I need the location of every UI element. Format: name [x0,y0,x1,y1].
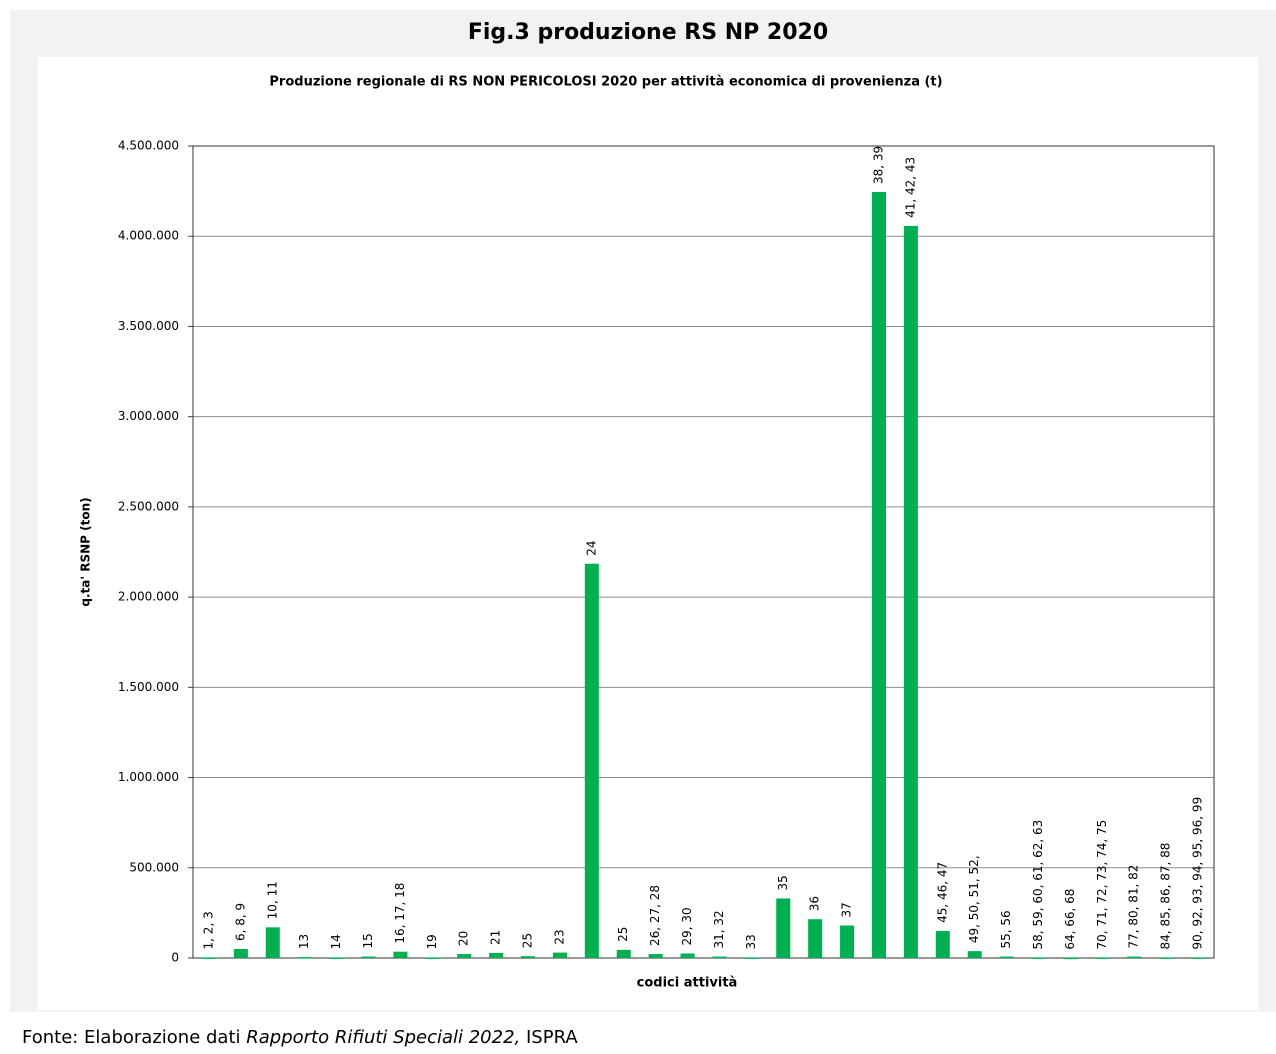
bar [1191,957,1206,959]
footer-suffix: ISPRA [520,1027,578,1048]
bar [935,930,950,958]
bar [265,927,280,958]
bar [808,919,823,958]
bar-label: 77, 80, 81, 82 [1127,865,1141,949]
bar-label: 38, 39 [871,146,885,184]
bar-label: 70, 71, 72, 73, 74, 75 [1095,820,1109,950]
figure-title: Fig.3 produzione RS NP 2020 [468,20,828,45]
bar [489,952,504,958]
bar-label: 31, 32 [712,910,726,948]
plot: 0 500.000 1.000.000 1.500.000 2.000.000 2.500… [118,139,1215,965]
bar-label: 41, 42, 43 [903,157,917,218]
y-tick-label: 4.500.000 [118,139,179,153]
bar [1031,957,1046,959]
bar [616,949,631,958]
bar-label: 33 [744,934,758,949]
bar-label: 16, 17, 18 [393,883,407,944]
bar-label: 90, 92, 93, 94, 95, 96, 99 [1191,797,1205,950]
bar-label: 6, 8, 9 [233,903,247,941]
y-tick-label: 3.500.000 [118,319,179,333]
bar [1095,957,1110,959]
x-axis-title: codici attività [637,976,738,991]
bar-label: 45, 46, 47 [935,862,949,923]
bar-label: 25 [616,927,630,942]
bar-label: 20 [457,931,471,946]
bar [457,954,472,958]
bar [393,951,408,958]
bar-label: 35 [776,875,790,890]
bar-label: 10, 11 [265,881,279,919]
bar-label: 1, 2, 3 [201,911,215,949]
y-tick-label: 0 [171,951,179,965]
bar-label: 14 [329,934,343,949]
bar-label: 19 [425,934,439,949]
bar [520,956,536,958]
bar-label: 64, 66, 68 [1063,889,1077,950]
bar-label: 49, 50, 51, 52, [967,855,981,943]
bar [552,952,567,958]
bar-label: 13 [297,934,311,949]
chart-title: Produzione regionale di RS NON PERICOLOS… [269,75,942,90]
bar-label: 84, 85, 86, 87, 88 [1159,843,1173,950]
y-tick-label: 2.500.000 [118,499,179,513]
footer-prefix: Fonte: Elaborazione dati [22,1027,246,1048]
y-tick-label: 3.000.000 [118,409,179,423]
bar-label: 55, 56 [999,910,1013,948]
bar-label: 26, 27, 28 [648,885,662,946]
bar [712,956,727,959]
bar [776,898,791,958]
bar [233,948,248,958]
y-tick-label: 1.500.000 [118,680,179,694]
bar-label: 25 [521,933,535,948]
bar [903,225,918,958]
bar [744,957,759,959]
bar [1127,956,1142,959]
bar [584,563,599,958]
bar-label: 21 [489,930,503,945]
bar [967,951,982,958]
bar [871,192,887,959]
footer: Fonte: Elaborazione dati Rapporto Rifiut… [22,1027,578,1048]
bar-label: 23 [552,929,566,944]
bar [425,957,440,959]
bar-label: 36 [808,896,822,911]
bar [361,956,376,959]
bar [840,925,855,958]
bar [999,956,1014,959]
chart-area [38,57,1258,1010]
y-axis-title: q.ta' RSNP (ton) [79,497,93,606]
bar-label: 58, 59, 60, 61, 62, 63 [1031,820,1045,950]
footer-source: Rapporto Rifiuti Speciali 2022, [246,1027,520,1048]
bar [1159,957,1174,959]
plot-border [192,145,1215,959]
bar-label: 15 [361,933,375,948]
bar [1063,957,1078,960]
y-tick-label: 2.000.000 [118,590,179,604]
bar [201,957,216,959]
bar [329,957,344,959]
bar-label: 24 [584,540,598,555]
bar [648,954,663,958]
bar [680,953,695,958]
y-tick-label: 1.000.000 [118,770,179,784]
y-tick-label: 4.000.000 [118,229,179,243]
bar-label: 29, 30 [680,907,694,945]
bar-label: 37 [840,902,854,917]
bar [297,957,312,959]
y-tick-label: 500.000 [129,860,179,874]
